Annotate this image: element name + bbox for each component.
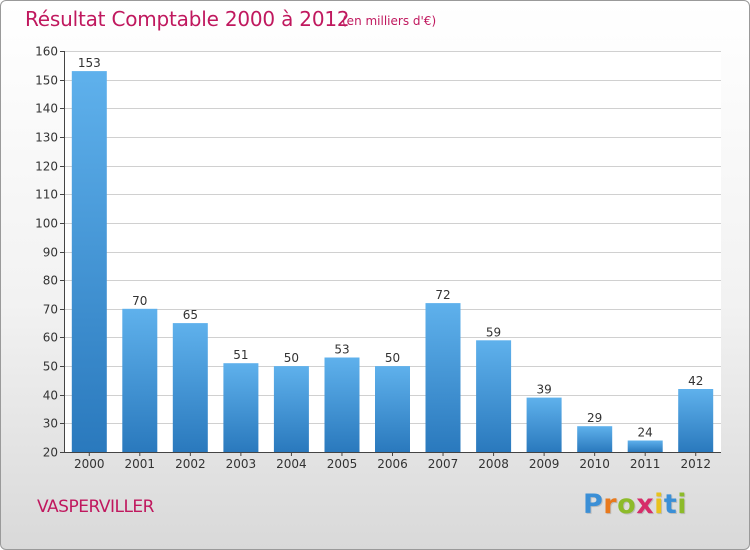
y-tick-label: 130 xyxy=(35,131,58,145)
data-label: 42 xyxy=(688,374,703,388)
proxiti-logo: Proxiti xyxy=(583,489,687,520)
data-label: 59 xyxy=(486,325,501,339)
x-tick-label: 2003 xyxy=(226,457,257,471)
x-tick-label: 2011 xyxy=(630,457,661,471)
y-tick-label: 120 xyxy=(35,160,58,174)
bar-2003 xyxy=(223,363,259,452)
bar-2011 xyxy=(627,440,663,452)
logo-letter: i xyxy=(654,489,664,520)
bar-2005 xyxy=(324,357,360,452)
x-tick-label: 2009 xyxy=(529,457,560,471)
y-tick-label: 90 xyxy=(43,246,58,260)
x-tick-label: 2012 xyxy=(680,457,711,471)
x-tick-label: 2006 xyxy=(377,457,408,471)
data-label: 65 xyxy=(183,308,198,322)
y-tick-label: 30 xyxy=(43,417,58,431)
data-label: 50 xyxy=(284,351,299,365)
bar-2000 xyxy=(71,71,107,452)
data-label: 70 xyxy=(132,294,147,308)
data-label: 153 xyxy=(78,56,101,70)
x-tick-label: 2002 xyxy=(175,457,206,471)
bar-2002 xyxy=(172,323,208,452)
y-tick-label: 100 xyxy=(35,217,58,231)
x-tick-label: 2010 xyxy=(579,457,610,471)
bar-2012 xyxy=(678,389,714,452)
y-tick-label: 50 xyxy=(43,360,58,374)
bar-2007 xyxy=(425,303,461,452)
chart-subtitle: (en milliers d'€) xyxy=(342,14,437,28)
y-tick-label: 160 xyxy=(35,45,58,59)
logo-letter: t xyxy=(663,489,678,520)
y-tick-label: 140 xyxy=(35,102,58,116)
y-tick-label: 20 xyxy=(43,446,58,460)
data-label: 53 xyxy=(334,343,349,357)
logo-letter: r xyxy=(603,489,618,520)
logo-letter: o xyxy=(617,489,637,520)
x-tick-label: 2005 xyxy=(327,457,358,471)
data-label: 29 xyxy=(587,411,602,425)
logo-letter: i xyxy=(677,489,688,520)
x-tick-label: 2004 xyxy=(276,457,307,471)
data-label: 24 xyxy=(638,426,653,440)
x-tick-label: 2008 xyxy=(478,457,509,471)
bar-2001 xyxy=(122,308,158,452)
logo-letter: P xyxy=(583,489,604,520)
y-tick-label: 60 xyxy=(43,331,58,345)
data-label: 50 xyxy=(385,351,400,365)
y-tick-label: 70 xyxy=(43,303,58,317)
y-tick-label: 80 xyxy=(43,274,58,288)
chart-title: Résultat Comptable 2000 à 2012 xyxy=(25,7,350,31)
data-label: 72 xyxy=(435,288,450,302)
data-label: 51 xyxy=(233,348,248,362)
x-tick-label: 2000 xyxy=(74,457,105,471)
logo-letter: x xyxy=(636,489,655,520)
bar-2009 xyxy=(526,397,562,452)
bar-2008 xyxy=(476,340,512,452)
y-tick-label: 150 xyxy=(35,74,58,88)
location-label: VASPERVILLER xyxy=(37,497,154,517)
bar-2010 xyxy=(577,426,613,452)
bar-2006 xyxy=(375,366,410,452)
data-label: 39 xyxy=(536,383,551,397)
x-tick-label: 2007 xyxy=(428,457,459,471)
x-tick-label: 2001 xyxy=(125,457,156,471)
bar-2004 xyxy=(273,366,309,452)
y-tick-label: 110 xyxy=(35,188,58,202)
y-tick-label: 40 xyxy=(43,389,58,403)
